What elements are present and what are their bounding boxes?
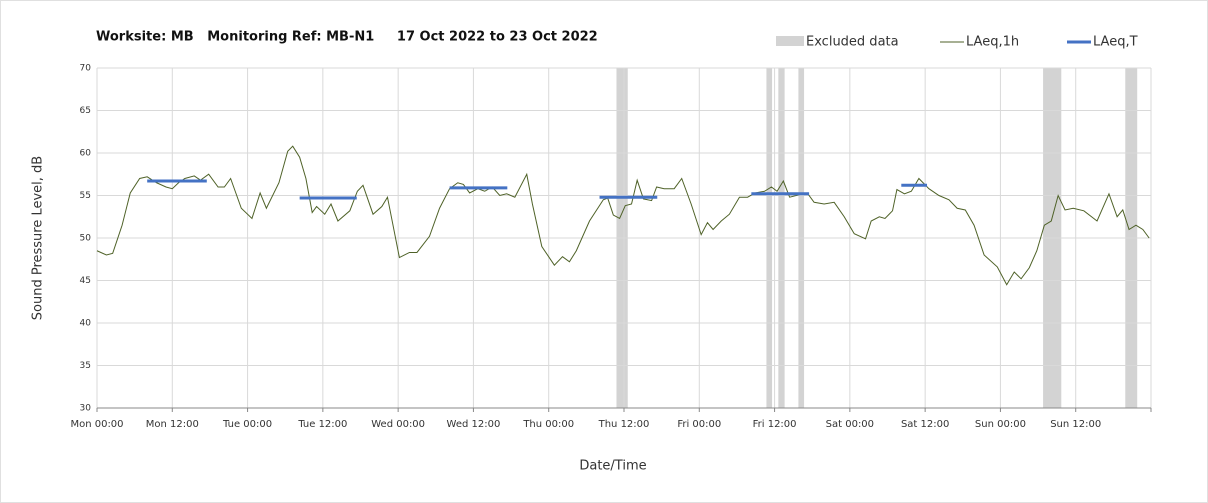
x-tick-label: Thu 00:00 xyxy=(522,419,574,430)
y-tick-label: 40 xyxy=(80,319,92,329)
x-tick-label: Sun 12:00 xyxy=(1050,419,1101,430)
legend-label: LAeq,T xyxy=(1093,35,1138,50)
y-tick-label: 45 xyxy=(80,276,91,286)
y-tick-label: 50 xyxy=(80,234,92,244)
x-axis-label: Date/Time xyxy=(579,459,646,474)
y-tick-label: 55 xyxy=(80,191,91,201)
x-tick-label: Tue 00:00 xyxy=(222,419,272,430)
y-tick-label: 35 xyxy=(80,361,91,371)
x-tick-label: Fri 12:00 xyxy=(753,419,797,430)
legend-label: Excluded data xyxy=(806,35,899,50)
x-tick-label: Mon 12:00 xyxy=(146,419,199,430)
x-tick-label: Wed 12:00 xyxy=(447,419,501,430)
x-tick-label: Thu 12:00 xyxy=(598,419,650,430)
legend-label: LAeq,1h xyxy=(966,35,1019,50)
y-axis-label: Sound Pressure Level, dB xyxy=(31,156,46,320)
y-tick-label: 60 xyxy=(80,149,92,159)
x-tick-label: Sat 00:00 xyxy=(826,419,874,430)
y-tick-label: 65 xyxy=(80,106,91,116)
x-tick-label: Sun 00:00 xyxy=(975,419,1026,430)
x-tick-label: Mon 00:00 xyxy=(70,419,123,430)
x-tick-label: Fri 00:00 xyxy=(677,419,721,430)
line xyxy=(96,145,1150,286)
x-tick-label: Wed 00:00 xyxy=(371,419,425,430)
y-tick-label: 70 xyxy=(80,64,92,74)
y-tick-label: 30 xyxy=(80,404,92,414)
x-tick-label: Sat 12:00 xyxy=(901,419,949,430)
legend-swatch xyxy=(776,36,804,46)
chart-title: Worksite: MB Monitoring Ref: MB-N1 17 Oc… xyxy=(96,30,598,45)
x-tick-label: Tue 12:00 xyxy=(297,419,347,430)
